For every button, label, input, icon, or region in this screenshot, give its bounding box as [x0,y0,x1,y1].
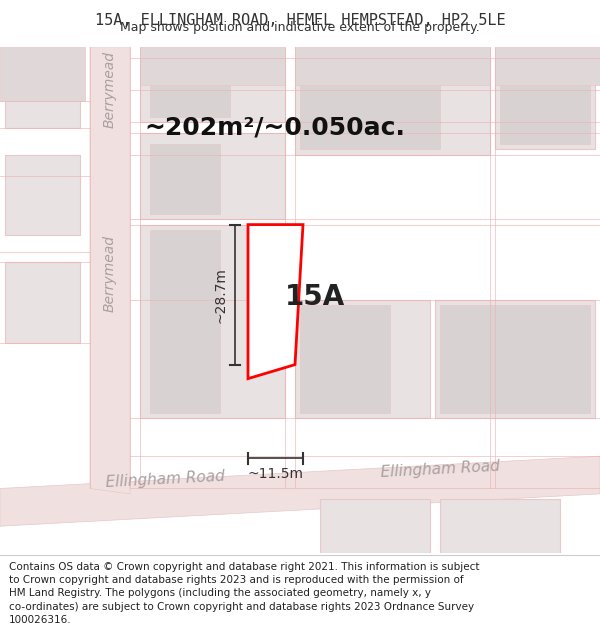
Polygon shape [90,47,130,494]
Polygon shape [0,456,600,526]
Polygon shape [295,300,430,419]
Polygon shape [150,63,230,117]
Text: HM Land Registry. The polygons (including the associated geometry, namely x, y: HM Land Registry. The polygons (includin… [9,588,431,598]
Text: co-ordinates) are subject to Crown copyright and database rights 2023 Ordnance S: co-ordinates) are subject to Crown copyr… [9,602,474,612]
Polygon shape [140,133,285,219]
Polygon shape [295,58,490,154]
Polygon shape [140,58,285,122]
Polygon shape [500,63,590,144]
Text: Contains OS data © Crown copyright and database right 2021. This information is : Contains OS data © Crown copyright and d… [9,562,479,572]
Text: ~202m²/~0.050ac.: ~202m²/~0.050ac. [145,116,406,139]
Polygon shape [440,306,590,413]
Polygon shape [5,58,80,127]
Polygon shape [435,300,595,419]
Polygon shape [495,47,600,84]
Text: Ellingham Road: Ellingham Road [105,469,225,491]
Text: ~28.7m: ~28.7m [213,267,227,322]
Polygon shape [300,306,390,413]
Polygon shape [150,144,220,214]
Polygon shape [440,499,560,553]
Text: Berrymead: Berrymead [103,234,117,312]
Polygon shape [140,47,285,84]
Polygon shape [5,262,80,343]
Polygon shape [320,499,430,553]
Polygon shape [300,63,440,149]
Text: 15A, ELLINGHAM ROAD, HEMEL HEMPSTEAD, HP2 5LE: 15A, ELLINGHAM ROAD, HEMEL HEMPSTEAD, HP… [95,13,505,28]
Polygon shape [495,58,595,149]
Polygon shape [0,47,85,101]
Text: Ellingham Road: Ellingham Road [380,459,500,480]
Polygon shape [150,230,220,413]
Text: Map shows position and indicative extent of the property.: Map shows position and indicative extent… [120,21,480,34]
Polygon shape [248,224,303,379]
Text: to Crown copyright and database rights 2023 and is reproduced with the permissio: to Crown copyright and database rights 2… [9,575,464,585]
Text: 100026316.: 100026316. [9,615,71,625]
Polygon shape [295,47,490,84]
Polygon shape [140,224,285,419]
Text: Berrymead: Berrymead [103,51,117,129]
Text: 15A: 15A [285,282,345,311]
Text: ~11.5m: ~11.5m [248,467,304,481]
Polygon shape [5,154,80,236]
